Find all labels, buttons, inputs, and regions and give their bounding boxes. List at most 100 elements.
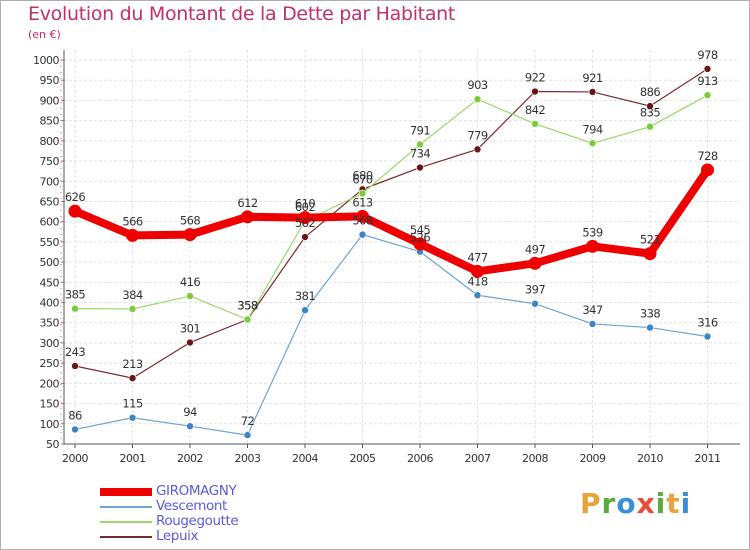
y-tick-label: 250 [40, 357, 60, 370]
series-giromagny [68, 163, 714, 278]
logo-letter: r [601, 487, 617, 520]
x-tick-label: 2007 [465, 452, 491, 465]
data-label: 626 [65, 190, 85, 204]
data-label: 835 [640, 106, 660, 120]
data-point [356, 209, 369, 223]
data-point [703, 65, 712, 73]
data-point [128, 374, 137, 382]
data-label: 385 [65, 288, 85, 302]
data-point [128, 413, 137, 422]
chart-title: Evolution du Montant de la Dette par Hab… [28, 3, 456, 25]
data-point [183, 228, 197, 242]
data-point [531, 120, 539, 128]
y-tick-label: 950 [40, 74, 60, 87]
logo-letter: i [680, 487, 692, 520]
x-tick-label: 2010 [637, 452, 663, 465]
data-labels: 243 213 301 358 562 680 734 779 922 921 886 978 385 3… [65, 48, 719, 428]
legend-swatch [100, 535, 152, 538]
data-label: 115 [122, 397, 142, 411]
data-point [358, 189, 367, 198]
data-label: 213 [122, 357, 142, 371]
legend-label: Rougegoutte [156, 513, 239, 529]
data-point [186, 338, 194, 347]
legend-swatch [100, 487, 152, 496]
data-label: 301 [180, 322, 200, 336]
chart-unit-label: (en €) [28, 28, 61, 41]
data-point [243, 431, 252, 439]
legend-swatch [100, 505, 152, 508]
y-tick-label: 500 [40, 256, 60, 269]
series-lepuix [71, 65, 712, 382]
y-tick-label: 600 [40, 216, 60, 229]
data-label: 886 [640, 85, 660, 99]
data-label: 612 [237, 196, 257, 210]
data-label: 316 [697, 315, 717, 329]
y-tick-label: 900 [40, 94, 60, 107]
logo-letter: t [666, 487, 681, 520]
data-label: 72 [241, 414, 255, 428]
data-label: 539 [582, 225, 602, 239]
data-label: 384 [122, 288, 142, 302]
data-point [71, 304, 79, 313]
data-point [473, 95, 482, 104]
legend-label: Vescemont [156, 498, 227, 514]
data-label: 670 [352, 172, 372, 186]
data-point [701, 163, 714, 177]
y-tick-label: 1000 [33, 54, 59, 67]
logo-letter: i [655, 487, 667, 520]
x-tick-label: 2008 [522, 452, 548, 465]
x-tick-label: 2000 [62, 452, 88, 465]
data-point [703, 332, 712, 341]
data-point [241, 210, 254, 224]
y-tick-label: 700 [40, 175, 60, 188]
data-point [358, 230, 367, 239]
data-point [531, 87, 539, 96]
data-point [588, 139, 597, 148]
y-tick-label: 800 [40, 135, 60, 148]
data-point [646, 122, 654, 131]
x-tick-label: 2004 [292, 452, 318, 465]
data-point [588, 320, 597, 328]
data-label: 347 [582, 303, 602, 317]
data-point [416, 163, 424, 172]
y-tick-label: 100 [40, 418, 60, 431]
data-label: 338 [640, 307, 660, 321]
data-point [528, 256, 542, 270]
data-label: 566 [122, 214, 142, 228]
legend-item-giromagny: GIROMAGNY [100, 484, 238, 499]
data-label: 568 [180, 214, 200, 228]
data-label: 94 [183, 405, 197, 419]
x-tick-label: 2005 [350, 452, 376, 465]
data-label: 842 [525, 103, 545, 117]
data-label: 791 [410, 123, 430, 137]
legend-label: Lepuix [156, 528, 199, 544]
data-label: 477 [467, 250, 487, 264]
data-label: 243 [65, 345, 85, 359]
data-point [71, 425, 79, 434]
logo-letter: P [580, 487, 602, 520]
data-label: 794 [582, 122, 602, 136]
legend-swatch [100, 520, 152, 523]
data-point [413, 237, 427, 251]
series-line-rougegoutte [74, 94, 709, 321]
x-tick-label: 2003 [235, 452, 261, 465]
data-point [473, 291, 482, 300]
data-label: 416 [180, 275, 200, 289]
data-label: 86 [68, 408, 82, 422]
data-label: 921 [582, 71, 602, 85]
chart-legend: GIROMAGNY Vescemont Rougegoutte Lepuix [100, 484, 239, 544]
data-label: 779 [467, 128, 487, 142]
data-label: 602 [295, 200, 315, 214]
legend-item-vescemont: Vescemont [100, 499, 238, 514]
legend-item-rougegoutte: Rougegoutte [100, 513, 239, 529]
data-label: 903 [467, 78, 487, 92]
y-tick-label: 150 [40, 398, 60, 411]
chart-axes: 50 100 150 200 250 300 350 400 450 500 550 600 650 70… [33, 50, 740, 465]
series-line-vescemont [74, 234, 709, 436]
data-point [243, 315, 252, 324]
data-label: 913 [697, 74, 717, 88]
data-point [588, 88, 597, 96]
data-point [473, 145, 482, 154]
data-point [71, 362, 79, 370]
data-point [68, 204, 82, 218]
